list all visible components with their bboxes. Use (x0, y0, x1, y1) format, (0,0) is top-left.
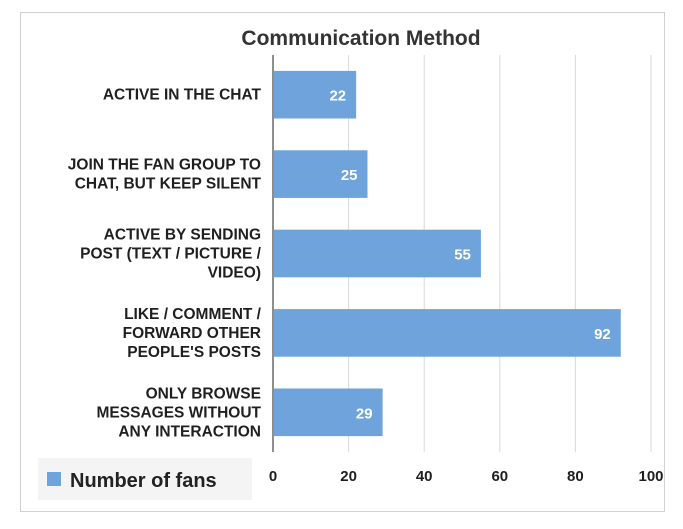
legend-swatch (47, 472, 61, 486)
x-tick-label: 0 (269, 468, 277, 485)
category-label: LIKE / COMMENT / (124, 306, 262, 323)
bar-value-label: 22 (329, 88, 346, 105)
bar-value-label: 25 (341, 167, 358, 184)
bar (274, 229, 481, 278)
bar (274, 309, 621, 357)
category-label: ANY INTERACTION (118, 423, 261, 440)
category-label: ACTIVE IN THE CHAT (103, 87, 262, 104)
category-label: ONLY BROWSE (146, 385, 261, 402)
legend-label: Number of fans (70, 470, 217, 492)
category-label: CHAT, BUT KEEP SILENT (75, 176, 262, 193)
bars: 22 25 55 92 29 (274, 70, 621, 437)
x-tick-label: 20 (340, 468, 357, 485)
bar-value-label: 92 (594, 326, 611, 343)
bar (274, 388, 383, 437)
bar (274, 150, 368, 198)
category-label: MESSAGES WITHOUT (97, 404, 262, 421)
bar (274, 70, 357, 119)
category-label: PEOPLE'S POSTS (127, 344, 261, 361)
x-tick-label: 80 (567, 468, 584, 485)
x-tick-label: 100 (638, 468, 663, 485)
x-tick-label: 40 (416, 468, 433, 485)
category-label: VIDEO) (208, 265, 261, 282)
gridlines (272, 55, 652, 452)
category-labels: ACTIVE IN THE CHAT JOIN THE FAN GROUP TO C… (68, 87, 262, 441)
category-label: FORWARD OTHER (123, 325, 261, 342)
category-label: JOIN THE FAN GROUP TO (68, 157, 261, 174)
bar-value-label: 55 (454, 247, 471, 264)
x-tick-label: 60 (491, 468, 508, 485)
legend-background (38, 458, 252, 500)
chart-title: Communication Method (241, 27, 480, 50)
category-label: POST (TEXT / PICTURE / (80, 246, 262, 263)
legend: Number of fans (38, 458, 252, 500)
x-tick-labels: 0 20 40 60 80 100 (269, 468, 664, 485)
category-label: ACTIVE BY SENDING (104, 227, 261, 244)
bar-value-label: 29 (356, 405, 373, 422)
